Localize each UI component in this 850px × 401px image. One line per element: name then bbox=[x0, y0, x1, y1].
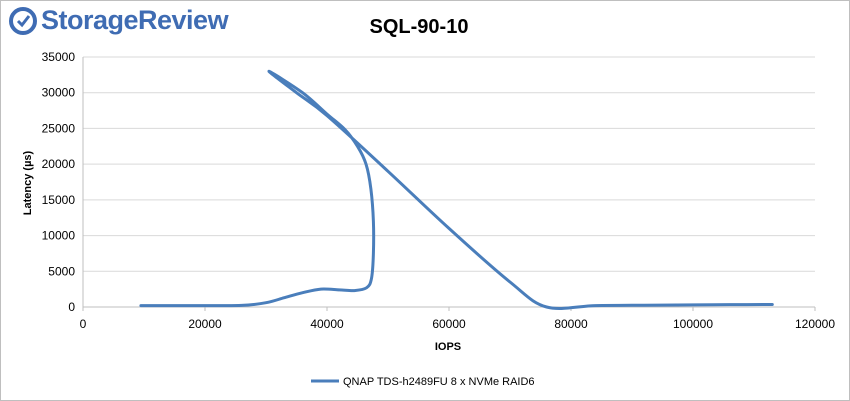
x-tick-label: 80000 bbox=[554, 317, 588, 331]
series-line bbox=[139, 69, 774, 310]
y-tick-label: 25000 bbox=[42, 121, 76, 135]
y-tick-label: 20000 bbox=[42, 157, 76, 171]
gridlines bbox=[83, 56, 815, 272]
x-tick-label: 120000 bbox=[795, 317, 835, 331]
series-lines bbox=[139, 69, 774, 310]
x-axis-tick-labels: 0 20000 40000 60000 80000 100000 120000 bbox=[80, 317, 836, 331]
storagereview-logo: StorageReview bbox=[9, 5, 229, 36]
x-tick-label: 20000 bbox=[188, 317, 222, 331]
chart-title: SQL-90-10 bbox=[370, 16, 469, 38]
x-tick-label: 60000 bbox=[432, 317, 466, 331]
y-axis-tick-labels: 0 5000 10000 15000 20000 25000 30000 35000 bbox=[42, 50, 76, 314]
legend: QNAP TDS-h2489FU 8 x NVMe RAID6 bbox=[311, 376, 535, 388]
y-tick-label: 15000 bbox=[42, 193, 76, 207]
logo-wordmark: StorageReview bbox=[41, 5, 229, 35]
axes bbox=[82, 57, 816, 311]
x-axis-label: IOPS bbox=[435, 341, 461, 353]
x-tick-label: 100000 bbox=[673, 317, 713, 331]
y-axis-label: Latency (µs) bbox=[22, 150, 34, 215]
logo-mark-icon bbox=[9, 6, 37, 35]
x-tick-label: 40000 bbox=[310, 317, 344, 331]
y-tick-label: 10000 bbox=[42, 229, 76, 243]
y-tick-label: 0 bbox=[68, 300, 75, 314]
y-tick-label: 30000 bbox=[42, 86, 76, 100]
legend-label: QNAP TDS-h2489FU 8 x NVMe RAID6 bbox=[343, 376, 535, 388]
y-tick-label: 5000 bbox=[48, 264, 75, 278]
x-tick-label: 0 bbox=[80, 317, 87, 331]
y-tick-label: 35000 bbox=[42, 50, 76, 64]
